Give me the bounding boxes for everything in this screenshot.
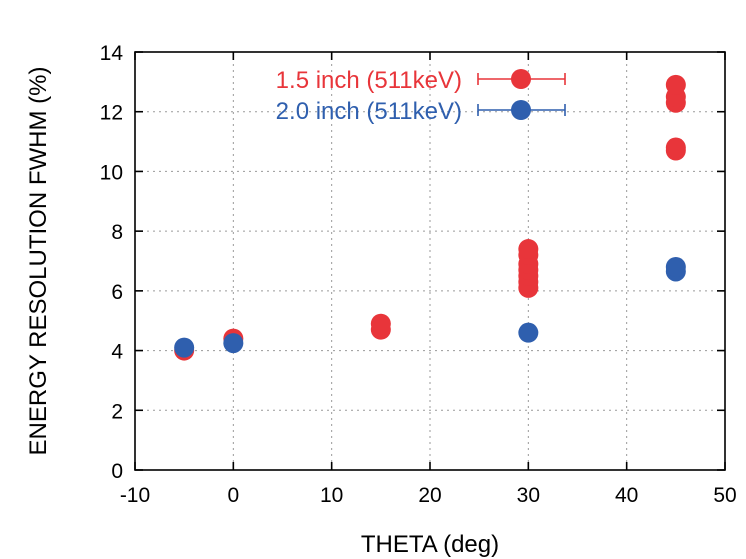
x-tick-label: 20 (418, 484, 441, 507)
legend: 1.5 inch (511keV) 2.0 inch (511keV) (276, 67, 566, 125)
data-point (665, 256, 686, 277)
y-tick-label: 0 (111, 460, 123, 483)
data-points (174, 74, 686, 361)
data-point (518, 322, 539, 343)
legend-label: 2.0 inch (511keV) (276, 98, 462, 125)
legend-entry: 1.5 inch (511keV) (276, 67, 566, 94)
y-tick-label: 14 (100, 42, 124, 65)
data-point (223, 333, 244, 354)
data-point (370, 313, 391, 334)
y-tick-label: 12 (100, 102, 123, 125)
x-tick-label: 50 (713, 484, 736, 507)
legend-marker (511, 100, 531, 120)
grid (135, 52, 725, 470)
axis-ticks (134, 51, 726, 471)
x-tick-label: 10 (320, 484, 343, 507)
legend-marker (511, 69, 531, 89)
x-tick-label: 30 (517, 484, 540, 507)
y-tick-label: 4 (111, 341, 123, 364)
y-tick-label: 8 (111, 221, 123, 244)
y-tick-labels: 0 2 4 6 8 10 12 14 (100, 42, 124, 483)
data-point (518, 239, 539, 260)
legend-entry: 2.0 inch (511keV) (276, 98, 566, 125)
y-axis-label: ENERGY RESOLUTION FWHM (%) (25, 67, 52, 456)
y-tick-label: 6 (111, 281, 123, 304)
series-2 (174, 256, 686, 358)
x-axis-label: THETA (deg) (361, 531, 499, 558)
y-tick-label: 10 (100, 161, 123, 184)
legend-label: 1.5 inch (511keV) (276, 67, 462, 94)
y-tick-label: 2 (111, 400, 123, 423)
x-tick-label: 0 (227, 484, 239, 507)
data-point (665, 137, 686, 158)
x-tick-labels: -10 0 10 20 30 40 50 (120, 484, 737, 507)
data-point (665, 74, 686, 95)
x-tick-label: 40 (615, 484, 638, 507)
x-tick-label: -10 (120, 484, 150, 507)
data-point (174, 337, 195, 358)
